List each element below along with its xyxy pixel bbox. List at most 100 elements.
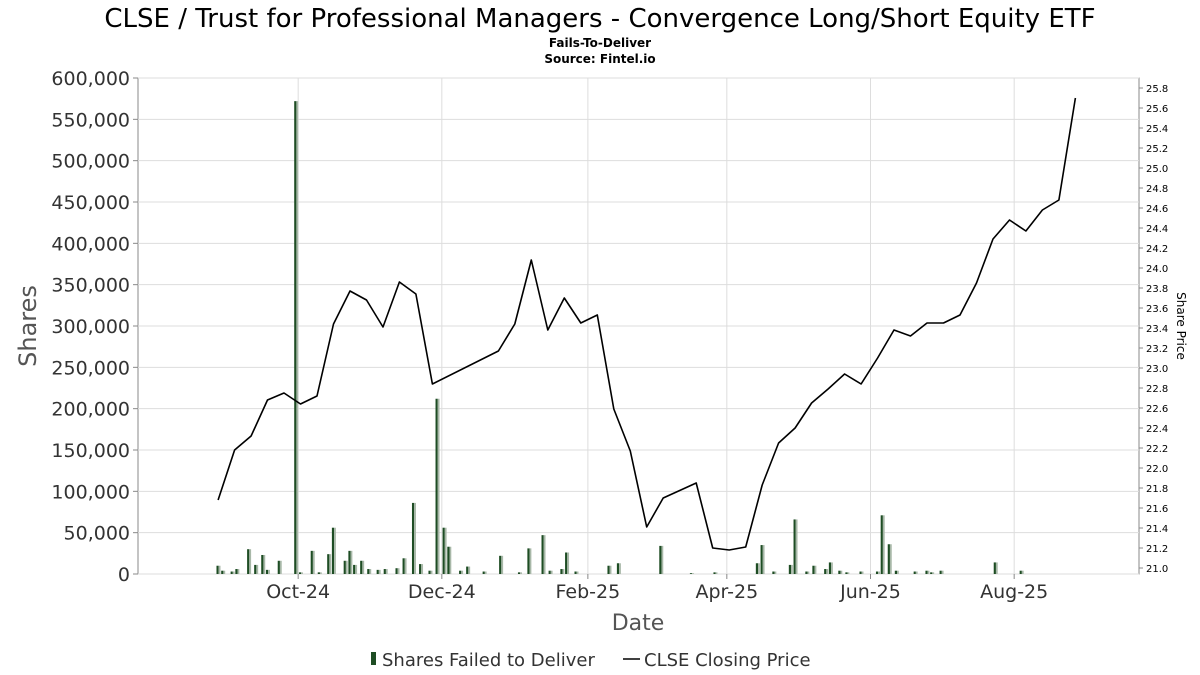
fails-bar (327, 554, 330, 574)
fails-bar (261, 554, 264, 574)
fails-bar-shade (562, 569, 565, 574)
fails-bar (367, 569, 370, 574)
y2-tick-label: 22.6 (1146, 404, 1168, 415)
y2-tick-label: 23.0 (1146, 364, 1168, 375)
fails-bar (812, 565, 815, 574)
y2-tick-label: 24.4 (1146, 224, 1168, 235)
fails-bar (459, 570, 462, 574)
fails-bar-shade (362, 560, 365, 574)
fails-bar-shade (758, 563, 760, 574)
fails-bar (527, 548, 530, 574)
fails-bar-shade (826, 569, 829, 574)
fails-bar (235, 569, 238, 574)
y-tick-label: 500,000 (51, 151, 130, 173)
fails-bar-shade (941, 570, 944, 574)
fails-bar (419, 564, 422, 574)
fails-bar-shade (449, 546, 452, 574)
y-tick-label: 150,000 (51, 440, 130, 462)
fails-bar-shade (814, 565, 817, 574)
x-tick-label: Aug-25 (980, 581, 1048, 603)
y2-tick-label: 23.2 (1146, 344, 1168, 355)
fails-bar-shade (932, 572, 935, 574)
fails-bar-shade (430, 570, 433, 574)
y-tick-label: 0 (118, 564, 130, 586)
chart-source: Source: Fintel.io (544, 52, 655, 66)
fails-bar-shade (385, 569, 388, 574)
legend-label-fails: Shares Failed to Deliver (382, 650, 595, 671)
fails-bar (221, 570, 224, 574)
fails-bar (310, 550, 313, 574)
y2-tick-label: 21.2 (1146, 544, 1168, 555)
fails-bar-shade (397, 568, 400, 574)
y2-tick-label: 23.8 (1146, 284, 1168, 295)
fails-bar (788, 564, 792, 574)
fails-bar (793, 519, 796, 574)
y2-tick-label: 25.4 (1146, 124, 1168, 135)
fails-bar-shade (795, 519, 798, 574)
y-tick-label: 300,000 (51, 316, 130, 338)
fails-bar-shade (301, 572, 303, 574)
fails-bar (574, 571, 577, 574)
y-tick-label: 450,000 (51, 192, 130, 214)
fails-bar-shade (529, 548, 532, 574)
fails-bar-shade (847, 572, 850, 574)
fails-bar-shade (378, 569, 381, 574)
fails-bar (616, 563, 620, 574)
fails-bar-shade (550, 570, 553, 574)
fails-bar (689, 573, 693, 574)
fails-bar-shade (444, 527, 447, 574)
x-tick-label: Apr-25 (695, 581, 758, 603)
fails-bar-shade (334, 527, 336, 574)
fails-bar-shade (882, 515, 885, 574)
x-tick-label: Feb-25 (556, 581, 621, 603)
y-tick-label: 200,000 (51, 399, 130, 421)
fails-bar (348, 550, 351, 574)
fails-bar-shade (232, 571, 235, 574)
fails-bar (402, 558, 405, 574)
y2-tick-label: 25.2 (1146, 144, 1168, 155)
y2-tick-label: 24.0 (1146, 264, 1168, 275)
fails-bar (859, 571, 862, 574)
fails-bar (713, 572, 716, 574)
y2-tick-label: 22.0 (1146, 464, 1168, 475)
price-line (217, 97, 1077, 551)
fails-bar (659, 545, 662, 574)
fails-bar (428, 570, 431, 574)
x-axis-title: Date (612, 611, 665, 636)
fails-bar-shade (889, 544, 892, 574)
fails-bar (298, 572, 302, 574)
fails-bar-shade (223, 570, 226, 574)
y2-tick-label: 22.4 (1146, 424, 1168, 435)
y2-tick-label: 21.4 (1146, 524, 1168, 535)
fails-bar-shade (1021, 570, 1024, 574)
y2-tick-label: 22.8 (1146, 384, 1168, 395)
y-tick-label: 550,000 (51, 109, 130, 131)
fails-bar-shade (421, 564, 424, 574)
fails-bar (560, 569, 563, 574)
fails-bar (499, 555, 502, 574)
x-tick-label: Jun-25 (839, 581, 901, 603)
fails-bar-shade (915, 571, 918, 574)
fails-bar (887, 544, 890, 574)
legend: Shares Failed to Deliver CLSE Closing Pr… (371, 650, 811, 671)
fails-bar (277, 560, 280, 574)
fails-bar (755, 563, 759, 574)
fails-bar-shade (927, 570, 930, 574)
fails-bar (1019, 570, 1022, 574)
fails-bar (845, 572, 848, 574)
fails-bar (805, 571, 808, 574)
fails-bars (216, 101, 1024, 574)
fails-bar (317, 572, 320, 574)
fails-bar-shade (661, 545, 664, 574)
y2-tick-label: 25.8 (1146, 84, 1168, 95)
fails-bar-shade (807, 571, 810, 574)
fails-bar-shade (501, 555, 504, 574)
legend-label-price: CLSE Closing Price (644, 650, 811, 671)
fails-bar-shade (484, 571, 487, 574)
fails-bar-shade (878, 571, 880, 574)
fails-bar-shade (831, 562, 833, 574)
y-tick-label: 350,000 (51, 275, 130, 297)
y-tick-label: 600,000 (51, 68, 130, 90)
fails-bar (482, 571, 485, 574)
